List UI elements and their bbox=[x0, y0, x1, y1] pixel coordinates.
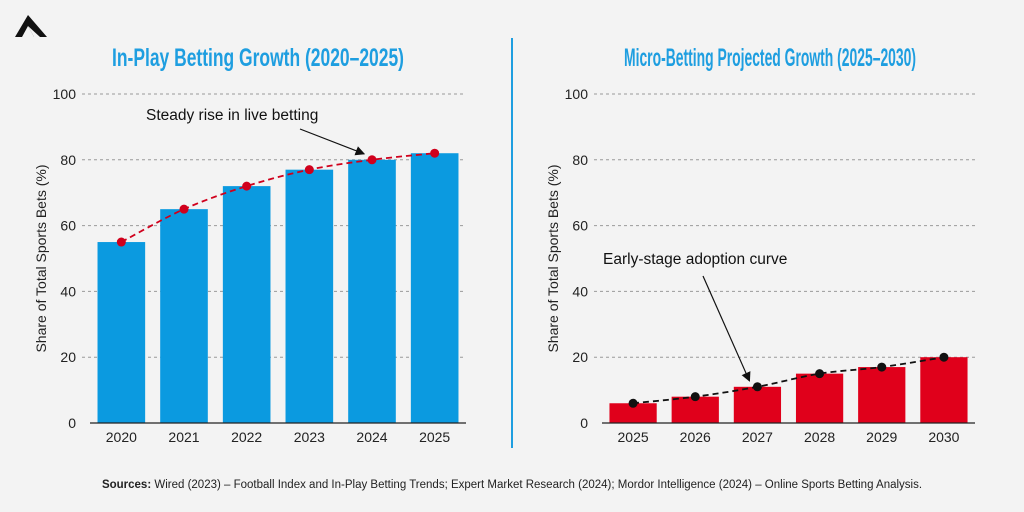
bar-2025 bbox=[410, 153, 459, 423]
bar-2020 bbox=[97, 242, 146, 423]
trend-point-2022 bbox=[242, 181, 252, 191]
y-tick-label: 0 bbox=[68, 415, 76, 431]
y-tick-label: 80 bbox=[572, 152, 588, 168]
bar-2027 bbox=[733, 386, 782, 423]
trend-point-2025 bbox=[430, 148, 440, 158]
annotation-arrow bbox=[299, 128, 366, 156]
trend-point-2028 bbox=[815, 369, 825, 379]
x-tick-label: 2027 bbox=[742, 429, 773, 445]
trend-point-2029 bbox=[877, 362, 887, 372]
trend-point-2026 bbox=[690, 392, 700, 402]
bar-2024 bbox=[348, 159, 396, 424]
y-tick-label: 60 bbox=[60, 218, 76, 234]
y-tick-label: 20 bbox=[572, 349, 588, 365]
x-tick-label: 2030 bbox=[928, 429, 959, 445]
x-tick-label: 2021 bbox=[168, 429, 199, 445]
y-tick-label: 40 bbox=[572, 283, 588, 299]
sources-label: Sources: bbox=[101, 479, 152, 491]
y-tick-label: 100 bbox=[565, 86, 589, 102]
x-tick-label: 2025 bbox=[419, 429, 450, 445]
trend-line bbox=[120, 152, 435, 243]
annotation-arrow bbox=[702, 275, 751, 382]
bar-2022 bbox=[222, 186, 271, 423]
y-tick-label: 40 bbox=[60, 283, 76, 299]
trend-point-2021 bbox=[179, 204, 189, 214]
micro-betting-chart: Micro-Betting Projected Growth (2025–203… bbox=[545, 44, 975, 445]
x-tick-label: 2026 bbox=[680, 429, 711, 445]
y-tick-label: 100 bbox=[53, 86, 77, 102]
x-tick-label: 2028 bbox=[804, 429, 835, 445]
bar-2025 bbox=[609, 403, 657, 423]
y-axis-label: Share of Total Sports Bets (%) bbox=[33, 164, 49, 352]
chart-title: In-Play Betting Growth (2020–2025) bbox=[112, 44, 404, 72]
x-tick-label: 2020 bbox=[106, 429, 137, 445]
sources-text: Wired (2023) – Football Index and In-Pla… bbox=[154, 479, 923, 491]
annotation-text: Steady rise in live betting bbox=[146, 107, 318, 124]
sources-note: Sources: Wired (2023) – Football Index a… bbox=[0, 479, 1024, 491]
trend-point-2027 bbox=[752, 382, 762, 392]
bar-2023 bbox=[285, 169, 334, 423]
x-tick-label: 2025 bbox=[618, 429, 649, 445]
y-tick-label: 60 bbox=[572, 218, 588, 234]
y-tick-label: 20 bbox=[60, 349, 76, 365]
x-tick-label: 2029 bbox=[866, 429, 897, 445]
x-tick-label: 2023 bbox=[294, 429, 325, 445]
trend-point-2020 bbox=[116, 237, 126, 247]
bar-2029 bbox=[858, 367, 906, 423]
y-tick-label: 80 bbox=[60, 152, 76, 168]
annotation-text: Early-stage adoption curve bbox=[603, 251, 787, 268]
bar-2021 bbox=[160, 209, 208, 423]
chart-title: Micro-Betting Projected Growth (2025–203… bbox=[624, 44, 916, 72]
x-tick-label: 2022 bbox=[231, 429, 262, 445]
trend-point-2024 bbox=[367, 155, 377, 165]
bar-2028 bbox=[795, 373, 844, 423]
in-play-chart: In-Play Betting Growth (2020–2025) 0 20 40 6… bbox=[33, 44, 466, 445]
trend-point-2023 bbox=[304, 165, 314, 175]
y-tick-label: 0 bbox=[580, 415, 588, 431]
y-axis-label: Share of Total Sports Bets (%) bbox=[545, 164, 561, 352]
triangle-logo-icon bbox=[15, 15, 47, 37]
x-tick-label: 2024 bbox=[356, 429, 387, 445]
bar-2030 bbox=[920, 357, 968, 423]
trend-point-2030 bbox=[939, 352, 949, 362]
trend-point-2025 bbox=[628, 398, 638, 408]
